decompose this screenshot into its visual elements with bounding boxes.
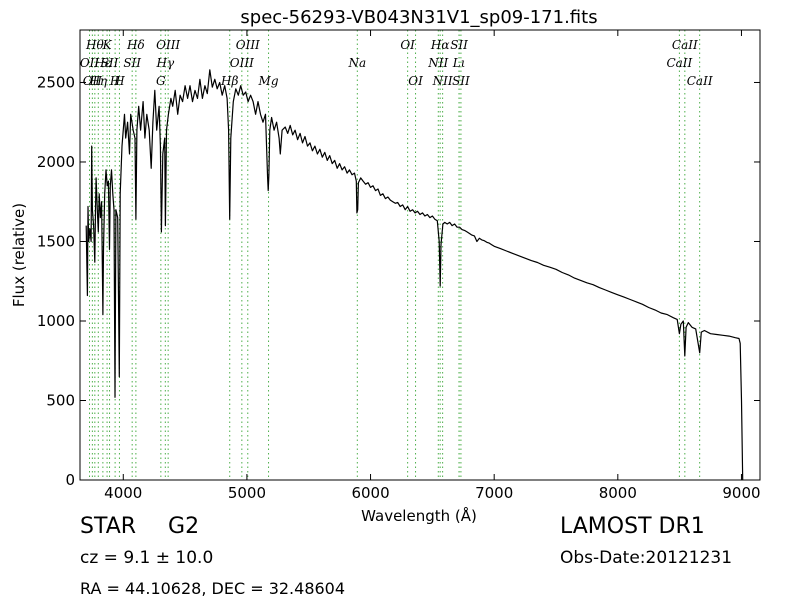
line-label-20: OI bbox=[408, 74, 423, 88]
line-label-8: H bbox=[113, 74, 125, 88]
coordinates-readout: RA = 44.10628, DEC = 32.48604 bbox=[80, 579, 346, 598]
line-label-2: Hθ bbox=[85, 38, 104, 52]
x-tick-label-3: 7000 bbox=[475, 484, 513, 502]
line-label-21: NII bbox=[427, 56, 448, 70]
line-label-3: Hη bbox=[88, 74, 107, 88]
line-label-17: Mg bbox=[258, 74, 279, 88]
y-tick-label-0: 0 bbox=[65, 471, 75, 489]
line-label-24: SII bbox=[450, 38, 468, 52]
emission-line-markers bbox=[89, 30, 701, 480]
line-label-14: Hβ bbox=[220, 74, 238, 88]
line-label-16: OIII bbox=[236, 38, 260, 52]
line-label-26: SII bbox=[452, 74, 470, 88]
line-label-23: NII bbox=[432, 74, 453, 88]
line-label-12: Hγ bbox=[155, 56, 174, 70]
line-label-28: CaII bbox=[672, 38, 698, 52]
line-label-7: H bbox=[109, 74, 121, 88]
line-label-1: OII bbox=[83, 74, 103, 88]
line-label-18: Na bbox=[347, 56, 366, 70]
line-label-9: SII bbox=[123, 56, 141, 70]
line-label-27: CaII bbox=[666, 56, 692, 70]
y-axis-label: Flux (relative) bbox=[10, 203, 28, 307]
redshift-readout: cz = 9.1 ± 10.0 bbox=[80, 548, 214, 568]
survey-name: LAMOST DR1 bbox=[560, 514, 705, 539]
object-class-label: STAR G2 bbox=[80, 514, 199, 539]
emission-line-labels: OIIOIIHθHηHεKSIIHHSIIHδGHγOIIIHβOIIIOIII… bbox=[80, 38, 713, 88]
line-label-6: SII bbox=[101, 56, 119, 70]
y-tick-label-4: 2000 bbox=[37, 153, 75, 171]
x-tick-label-4: 8000 bbox=[599, 484, 637, 502]
spectrum-series-line bbox=[85, 69, 744, 481]
line-label-10: Hδ bbox=[126, 38, 145, 52]
object-subclass: G2 bbox=[168, 514, 200, 539]
line-label-5: K bbox=[102, 38, 113, 52]
x-axis-label: Wavelength (Å) bbox=[361, 506, 477, 525]
line-label-13: OIII bbox=[156, 38, 180, 52]
x-axis-ticks: 4000 5000 6000 7000 8000 9000 bbox=[104, 30, 761, 502]
y-tick-label-2: 1000 bbox=[37, 312, 75, 330]
x-tick-label-0: 4000 bbox=[104, 484, 142, 502]
observation-date: Obs-Date:20121231 bbox=[560, 548, 733, 568]
line-label-0: OII bbox=[80, 56, 100, 70]
chart-title: spec-56293-VB043N31V1_sp09-171.fits bbox=[240, 7, 597, 28]
x-tick-label-5: 9000 bbox=[722, 484, 760, 502]
plot-frame bbox=[79, 29, 761, 481]
line-label-15: OIII bbox=[230, 56, 254, 70]
line-label-19: OI bbox=[400, 38, 415, 52]
line-label-4: Hε bbox=[93, 56, 111, 70]
line-label-29: CaII bbox=[687, 74, 713, 88]
y-axis-ticks: 0 500 1000 1500 2000 2500 bbox=[37, 73, 760, 489]
x-tick-label-1: 5000 bbox=[228, 484, 266, 502]
y-tick-label-3: 1500 bbox=[37, 232, 75, 250]
line-label-22: Hα bbox=[430, 38, 450, 52]
x-tick-label-2: 6000 bbox=[351, 484, 389, 502]
y-tick-label-5: 2500 bbox=[37, 73, 75, 91]
object-class: STAR bbox=[80, 514, 137, 539]
line-label-11: G bbox=[156, 74, 166, 88]
line-label-25: Lι bbox=[452, 56, 466, 70]
y-tick-label-1: 500 bbox=[46, 391, 75, 409]
